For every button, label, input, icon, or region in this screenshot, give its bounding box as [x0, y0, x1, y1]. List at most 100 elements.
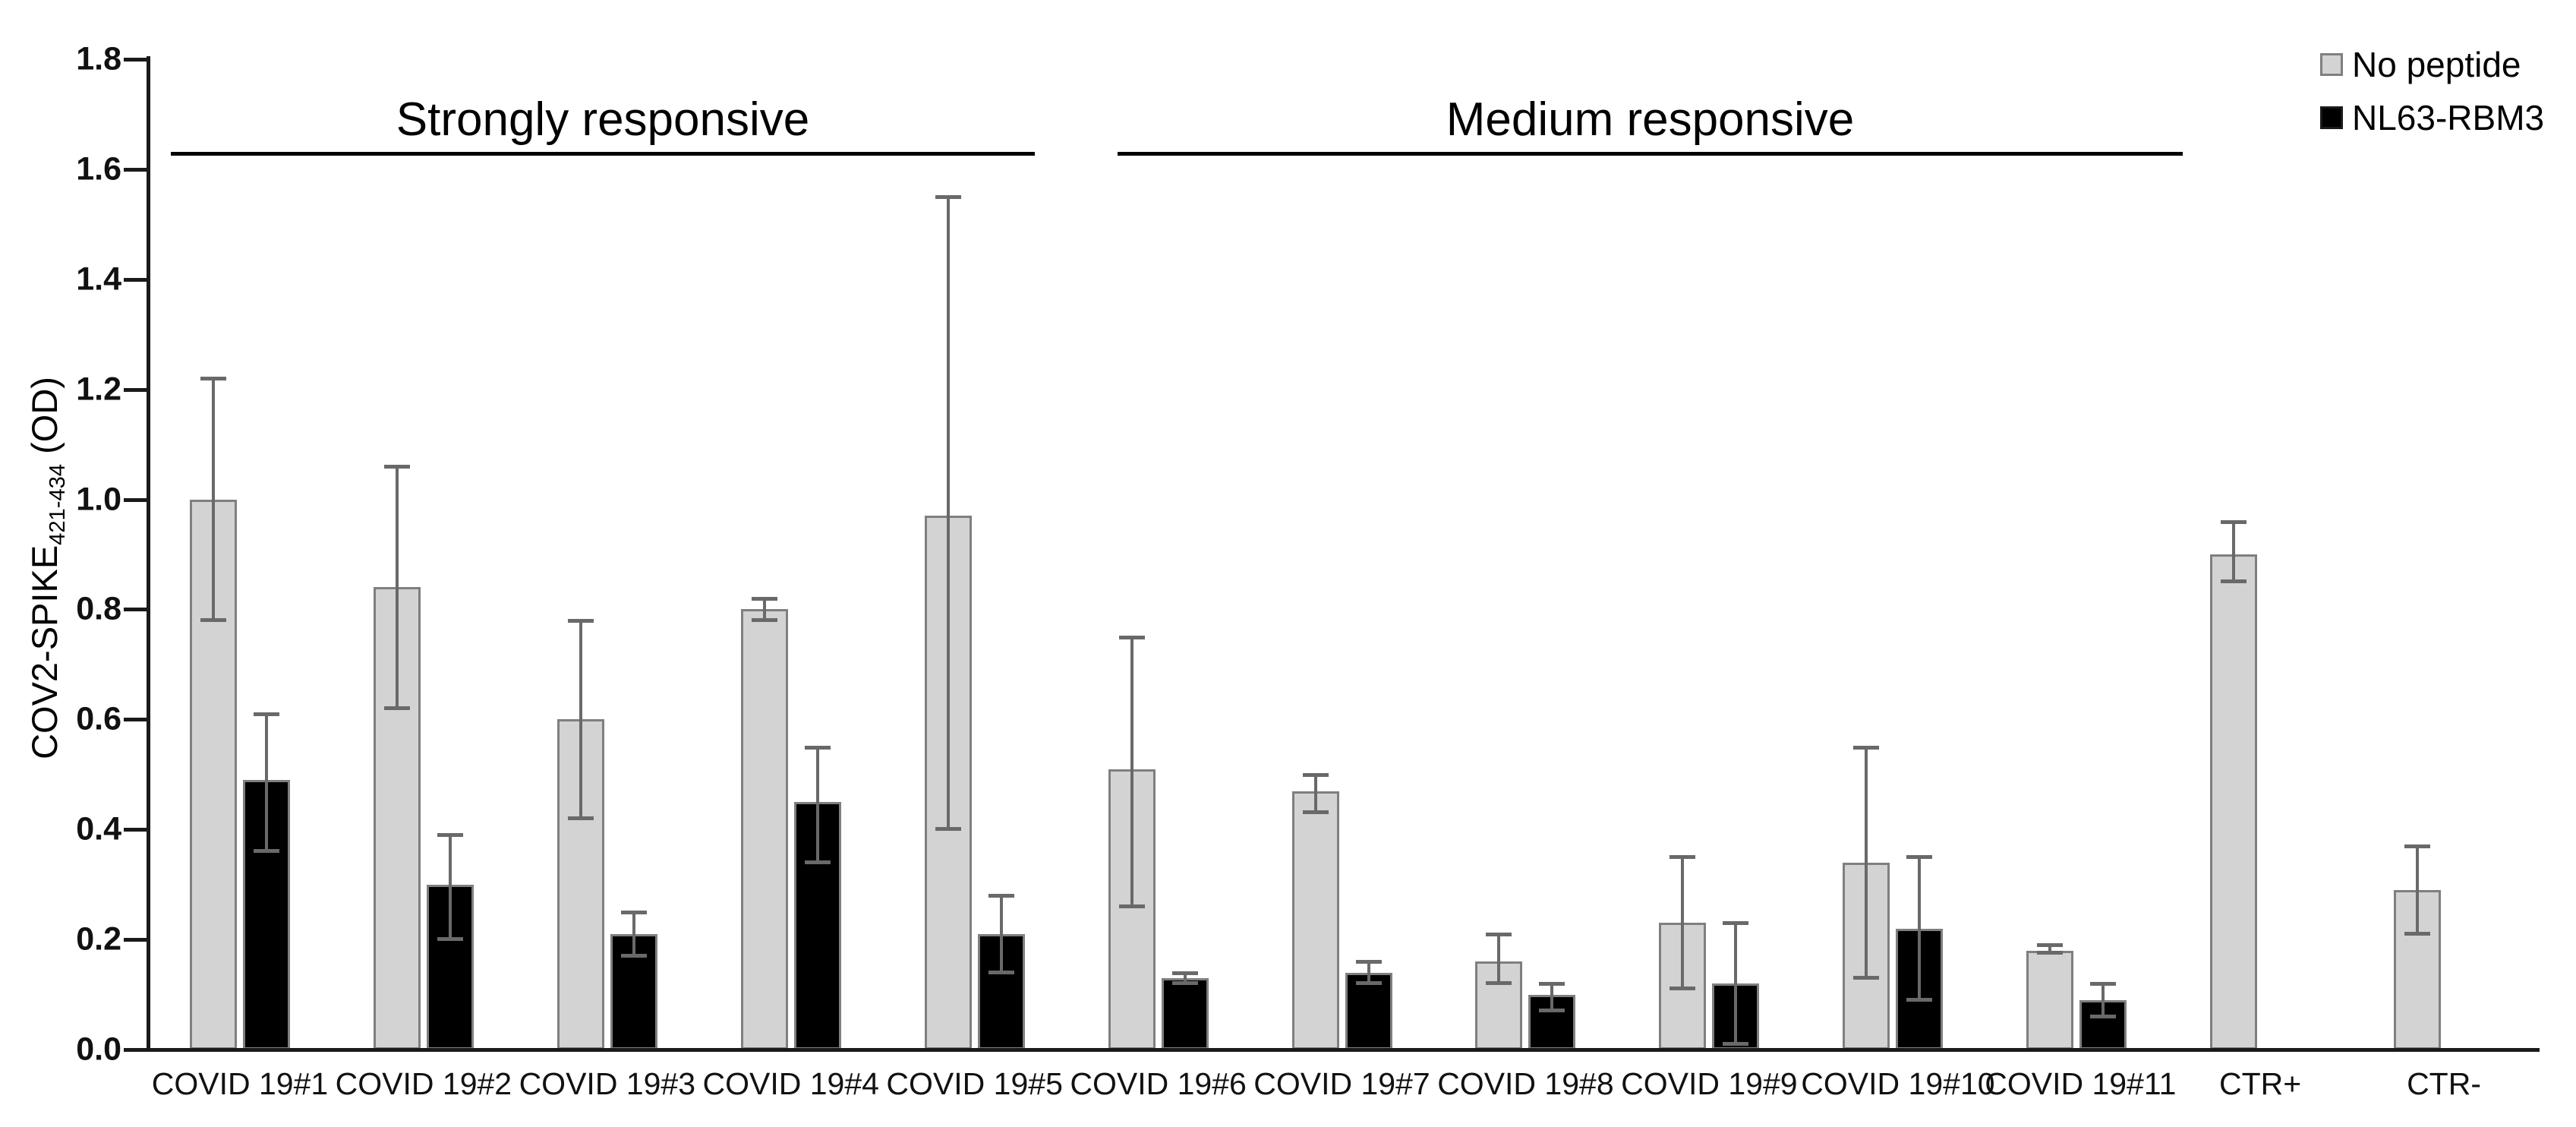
annotation-medium-responsive-underline: [1118, 152, 2183, 156]
bar-no-peptide: [2026, 950, 2074, 1050]
no-peptide-swatch-icon: [2320, 53, 2343, 76]
y-tick-label: 0.6: [76, 700, 121, 737]
error-bar-cap-top: [1486, 932, 1512, 936]
x-category-label: COVID 19#4: [702, 1066, 879, 1101]
error-bar-cap-top: [2037, 943, 2064, 948]
x-category-label: COVID 19#9: [1621, 1066, 1798, 1101]
x-category-label: COVID 19#7: [1253, 1066, 1430, 1101]
x-category-label: COVID 19#10: [1801, 1066, 1995, 1101]
x-category-label: CTR-: [2407, 1066, 2481, 1101]
error-bar-cap-bottom: [1670, 987, 1696, 991]
error-bar-cap-bottom: [620, 953, 647, 958]
error-bar-cap-top: [383, 465, 410, 469]
error-bar-cap-bottom: [988, 970, 1014, 974]
error-bar-cap-bottom: [751, 617, 777, 622]
error-bar: [395, 466, 399, 709]
x-category-label: COVID 19#2: [335, 1066, 512, 1101]
error-bar-cap-bottom: [437, 937, 463, 942]
x-category-label: COVID 19#11: [1985, 1066, 2177, 1101]
error-bar-cap-bottom: [1302, 810, 1329, 815]
bar-no-peptide: [2210, 554, 2258, 1050]
y-tick-label: 0.8: [76, 590, 121, 627]
error-bar: [1550, 983, 1554, 1012]
error-bar: [2416, 845, 2420, 934]
error-bar: [1734, 923, 1738, 1044]
x-axis-line: [144, 1048, 2540, 1052]
error-bar: [1130, 636, 1134, 907]
error-bar-cap-bottom: [1539, 1009, 1565, 1013]
error-bar-cap-bottom: [1355, 981, 1382, 986]
legend: No peptide NL63-RBM3: [2320, 44, 2544, 138]
error-bar-cap-bottom: [1906, 997, 1933, 1002]
error-bar-cap-top: [804, 745, 831, 750]
x-category-label: CTR+: [2218, 1066, 2302, 1101]
error-bar: [946, 197, 950, 830]
error-bar: [1313, 774, 1317, 813]
bar-nl63-rbm3: [1161, 977, 1209, 1050]
error-bar: [1681, 857, 1685, 990]
error-bar-cap-bottom: [200, 617, 226, 622]
error-bar: [211, 378, 215, 620]
error-bar-cap-top: [1302, 772, 1329, 777]
y-tick: [124, 718, 148, 722]
error-bar-cap-top: [1171, 971, 1198, 975]
y-tick-label: 0.2: [76, 920, 121, 958]
bar-no-peptide: [1291, 791, 1339, 1050]
y-tick: [124, 277, 148, 282]
bar-nl63-rbm3: [1345, 972, 1392, 1050]
error-bar: [762, 598, 766, 620]
nl63-rbm3-swatch-icon: [2320, 106, 2343, 129]
y-tick: [124, 938, 148, 942]
error-bar-cap-bottom: [1723, 1041, 1749, 1046]
error-bar-cap-top: [437, 833, 463, 838]
bar-no-peptide: [2394, 889, 2442, 1050]
legend-item-no-peptide: No peptide: [2320, 44, 2544, 85]
error-bar-cap-bottom: [2221, 579, 2247, 584]
bar-no-peptide: [189, 499, 237, 1050]
y-tick: [124, 1048, 148, 1052]
error-bar: [448, 835, 452, 940]
error-bar: [264, 714, 268, 852]
annotation-strongly-responsive: Strongly responsive: [396, 93, 810, 146]
y-tick: [124, 828, 148, 832]
error-bar: [815, 747, 819, 863]
y-tick: [124, 167, 148, 172]
error-bar-cap-bottom: [1118, 904, 1145, 908]
x-category-label: COVID 19#5: [886, 1066, 1063, 1101]
error-bar-cap-top: [1906, 855, 1933, 860]
error-bar-cap-top: [620, 910, 647, 914]
x-category-label: COVID 19#6: [1070, 1066, 1247, 1101]
error-bar: [999, 895, 1003, 973]
x-category-label: COVID 19#1: [151, 1066, 329, 1101]
x-category-label: COVID 19#3: [519, 1066, 696, 1101]
error-bar: [2048, 945, 2052, 954]
error-bar-cap-top: [751, 596, 777, 601]
error-bar-cap-top: [200, 377, 226, 381]
error-bar-cap-bottom: [1853, 975, 1880, 980]
error-bar: [2232, 521, 2236, 582]
y-tick-label: 1.6: [76, 150, 121, 188]
error-bar-cap-top: [935, 195, 961, 200]
error-bar-cap-top: [1670, 855, 1696, 860]
error-bar-cap-top: [1723, 921, 1749, 926]
error-bar-cap-bottom: [935, 827, 961, 832]
error-bar-cap-bottom: [1486, 981, 1512, 986]
error-bar-cap-bottom: [567, 816, 594, 820]
error-bar-cap-top: [2221, 519, 2247, 524]
y-tick-label: 0.0: [76, 1031, 121, 1068]
bar-no-peptide: [1108, 769, 1156, 1050]
error-bar: [1497, 933, 1501, 984]
annotation-strongly-responsive-underline: [171, 152, 1035, 156]
y-tick-label: 0.4: [76, 810, 121, 848]
y-tick: [124, 58, 148, 62]
error-bar-cap-top: [1118, 635, 1145, 639]
legend-label: NL63-RBM3: [2352, 98, 2545, 137]
legend-item-nl63-rbm3: NL63-RBM3: [2320, 97, 2544, 138]
bar-no-peptide: [740, 609, 788, 1050]
error-bar: [1918, 857, 1922, 1000]
error-bar: [579, 620, 582, 819]
y-tick: [124, 387, 148, 392]
error-bar-cap-bottom: [2404, 931, 2431, 936]
y-tick: [124, 497, 148, 502]
